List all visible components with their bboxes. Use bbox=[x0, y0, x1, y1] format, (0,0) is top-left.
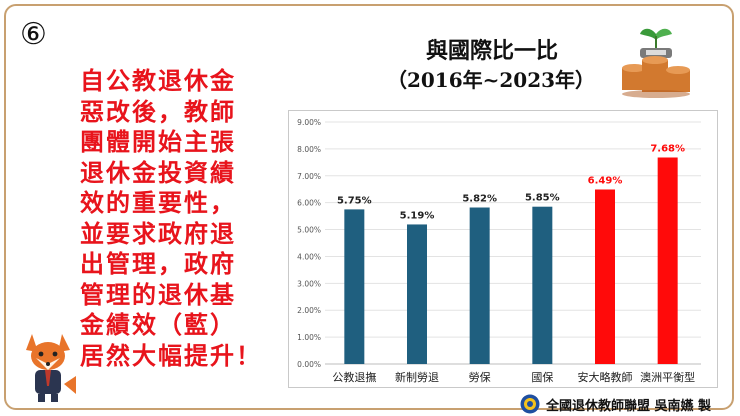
slide: ⑥ 自公教退休金 惡改後，教師 團體開始主張 退休金投資績 效的重要性， 並要求… bbox=[4, 4, 734, 414]
y-tick-label: 6.00% bbox=[297, 199, 321, 208]
left-text-line: 團體開始主張 bbox=[80, 127, 236, 156]
y-tick-label: 3.00% bbox=[297, 279, 321, 288]
bar-value-label: 6.49% bbox=[588, 175, 623, 186]
fox-mascot-icon bbox=[26, 334, 76, 402]
left-text-line: 金績效（藍） bbox=[80, 310, 236, 339]
footer-credit: 全國退休教師聯盟 吳南嬿 製 bbox=[546, 398, 712, 414]
x-category-label: 公教退撫 bbox=[332, 370, 376, 384]
bar bbox=[407, 224, 427, 364]
left-text-block: 自公教退休金 惡改後，教師 團體開始主張 退休金投資績 效的重要性， 並要求政府… bbox=[80, 66, 280, 371]
left-text-line: 並要求政府退 bbox=[80, 218, 236, 248]
y-tick-label: 8.00% bbox=[297, 145, 321, 154]
chart-title: 與國際比一比 bbox=[425, 38, 558, 64]
chart-box: 0.00% 1.00% 2.00% 3.00% 4.00% 5.00% 6.00% 7.00%… bbox=[288, 110, 718, 388]
left-text-line: 出管理，政府 bbox=[80, 249, 236, 278]
bar bbox=[657, 157, 678, 364]
y-tick-label: 9.00% bbox=[297, 118, 321, 127]
x-category-label: 新制勞退 bbox=[395, 370, 439, 384]
bar bbox=[595, 189, 615, 364]
bar bbox=[469, 207, 490, 364]
y-tick-label: 4.00% bbox=[297, 252, 321, 261]
y-tick-label: 2.00% bbox=[297, 306, 321, 315]
chart-subtitle: （2016年~2023年） bbox=[386, 68, 596, 92]
bar-value-label: 5.85% bbox=[525, 193, 560, 204]
left-text-line: 居然大幅提升！ bbox=[80, 340, 262, 370]
left-text-line: 管理的退休基 bbox=[80, 279, 236, 309]
footer: 全國退休教師聯盟 吳南嬿 製 bbox=[520, 394, 711, 414]
x-category-label: 國保 bbox=[531, 370, 553, 384]
bar-value-label: 7.68% bbox=[650, 143, 685, 154]
bar bbox=[344, 209, 365, 364]
y-tick-label: 7.00% bbox=[297, 172, 321, 181]
left-text-line: 退休金投資績 bbox=[80, 157, 236, 187]
left-text-line: 惡改後，教師 bbox=[80, 96, 236, 126]
x-category-label: 勞保 bbox=[469, 370, 491, 384]
y-tick-label: 1.00% bbox=[297, 333, 321, 342]
left-text-line: 效的重要性， bbox=[80, 188, 236, 217]
bar-value-label: 5.82% bbox=[462, 194, 497, 205]
union-logo-icon bbox=[520, 394, 540, 414]
bar-chart: 0.00% 1.00% 2.00% 3.00% 4.00% 5.00% 6.00% 7.00%… bbox=[297, 118, 701, 384]
left-text-line: 自公教退休金 bbox=[80, 66, 236, 95]
y-tick-label: 0.00% bbox=[297, 360, 321, 369]
slide-number-badge: ⑥ bbox=[20, 17, 47, 52]
x-category-label: 澳洲平衡型 bbox=[640, 370, 695, 384]
x-category-label: 安大略教師 bbox=[578, 370, 633, 384]
bar bbox=[532, 206, 553, 364]
y-tick-label: 5.00% bbox=[297, 226, 321, 235]
bar-value-label: 5.75% bbox=[337, 195, 372, 206]
bar-value-label: 5.19% bbox=[400, 210, 435, 221]
coin-stack-plant-icon bbox=[622, 28, 690, 98]
